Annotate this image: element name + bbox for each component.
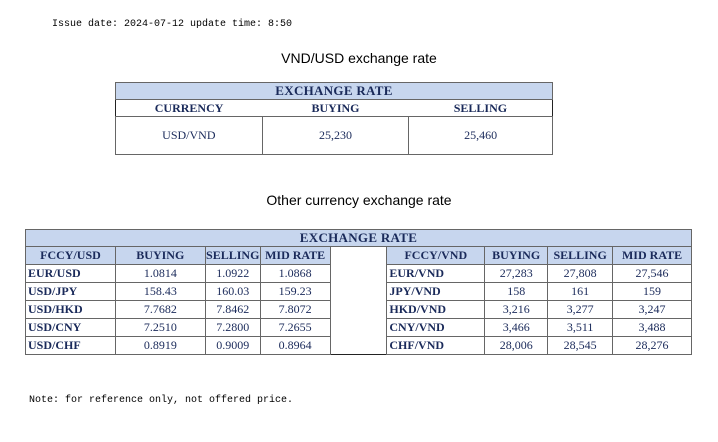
other-currency-heading: Other currency exchange rate: [266, 192, 452, 208]
pair-cell: USD/CNY: [25, 318, 116, 337]
vnd-usd-heading: VND/USD exchange rate: [281, 50, 437, 66]
buying-cell: 7.7682: [114, 300, 206, 319]
mid-rate-cell: 7.8072: [259, 300, 331, 319]
table-row: USD/CHF 0.8919 0.9009 0.8964 CHF/VND 28,…: [25, 336, 692, 355]
pair-cell: HKD/VND: [386, 300, 486, 319]
mid-rate-cell: 28,276: [612, 336, 692, 355]
column-header-currency: CURRENCY: [115, 99, 263, 117]
pair-cell: USD/CHF: [25, 336, 116, 355]
buying-cell: 25,230: [261, 116, 410, 155]
buying-cell: 158.43: [114, 282, 206, 301]
mid-rate-cell: 1.0868: [259, 264, 331, 283]
buying-cell: 0.8919: [114, 336, 206, 355]
buying-cell: 7.2510: [114, 318, 206, 337]
selling-cell: 25,460: [408, 116, 553, 155]
table-title: EXCHANGE RATE: [115, 82, 553, 100]
selling-cell: 7.2800: [204, 318, 261, 337]
mid-rate-cell: 7.2655: [259, 318, 331, 337]
column-gap: [329, 264, 388, 283]
buying-cell: 3,466: [484, 318, 549, 337]
column-header-selling: SELLING: [547, 246, 614, 265]
selling-cell: 160.03: [204, 282, 261, 301]
selling-cell: 0.9009: [204, 336, 261, 355]
column-header-buying: BUYING: [262, 99, 409, 117]
selling-cell: 28,545: [547, 336, 614, 355]
mid-rate-cell: 3,247: [612, 300, 692, 319]
pair-cell: USD/JPY: [25, 282, 116, 301]
other-currency-table: EXCHANGE RATE FCCY/USD BUYING SELLING MI…: [25, 229, 692, 355]
column-gap: [329, 300, 388, 319]
table-title: EXCHANGE RATE: [25, 229, 692, 247]
table-row: USD/JPY 158.43 160.03 159.23 JPY/VND 158…: [25, 282, 692, 301]
mid-rate-cell: 0.8964: [259, 336, 331, 355]
table-row: USD/CNY 7.2510 7.2800 7.2655 CNY/VND 3,4…: [25, 318, 692, 337]
column-header-fccy-usd: FCCY/USD: [25, 246, 116, 265]
buying-cell: 27,283: [484, 264, 549, 283]
mid-rate-cell: 159.23: [259, 282, 331, 301]
table-row: USD/HKD 7.7682 7.8462 7.8072 HKD/VND 3,2…: [25, 300, 692, 319]
selling-cell: 7.8462: [204, 300, 261, 319]
pair-cell: CNY/VND: [386, 318, 486, 337]
column-header-fccy-vnd: FCCY/VND: [386, 246, 486, 265]
column-header-mid-rate: MID RATE: [259, 246, 331, 265]
buying-cell: 3,216: [484, 300, 549, 319]
mid-rate-cell: 159: [612, 282, 692, 301]
selling-cell: 3,277: [547, 300, 614, 319]
column-gap: [329, 336, 388, 355]
column-gap: [329, 282, 388, 301]
column-gap: [329, 246, 388, 265]
table-row: USD/VND 25,230 25,460: [115, 116, 553, 155]
table-row: EUR/USD 1.0814 1.0922 1.0868 EUR/VND 27,…: [25, 264, 692, 283]
pair-cell: EUR/VND: [386, 264, 486, 283]
selling-cell: 3,511: [547, 318, 614, 337]
selling-cell: 161: [547, 282, 614, 301]
selling-cell: 1.0922: [204, 264, 261, 283]
reference-note: Note: for reference only, not offered pr…: [29, 395, 294, 406]
column-header-buying: BUYING: [114, 246, 206, 265]
pair-cell: EUR/USD: [25, 264, 116, 283]
pair-cell: JPY/VND: [386, 282, 486, 301]
mid-rate-cell: 3,488: [612, 318, 692, 337]
vnd-usd-table: EXCHANGE RATE CURRENCY BUYING SELLING US…: [115, 82, 553, 155]
currency-cell: USD/VND: [115, 116, 263, 155]
column-header-mid-rate: MID RATE: [612, 246, 692, 265]
buying-cell: 28,006: [484, 336, 549, 355]
pair-cell: CHF/VND: [386, 336, 486, 355]
pair-cell: USD/HKD: [25, 300, 116, 319]
buying-cell: 1.0814: [114, 264, 206, 283]
buying-cell: 158: [484, 282, 549, 301]
issue-date-line: Issue date: 2024-07-12 update time: 8:50: [52, 19, 293, 30]
column-header-selling: SELLING: [408, 99, 553, 117]
mid-rate-cell: 27,546: [612, 264, 692, 283]
column-header-selling: SELLING: [204, 246, 261, 265]
column-header-buying: BUYING: [484, 246, 549, 265]
column-gap: [329, 318, 388, 337]
selling-cell: 27,808: [547, 264, 614, 283]
